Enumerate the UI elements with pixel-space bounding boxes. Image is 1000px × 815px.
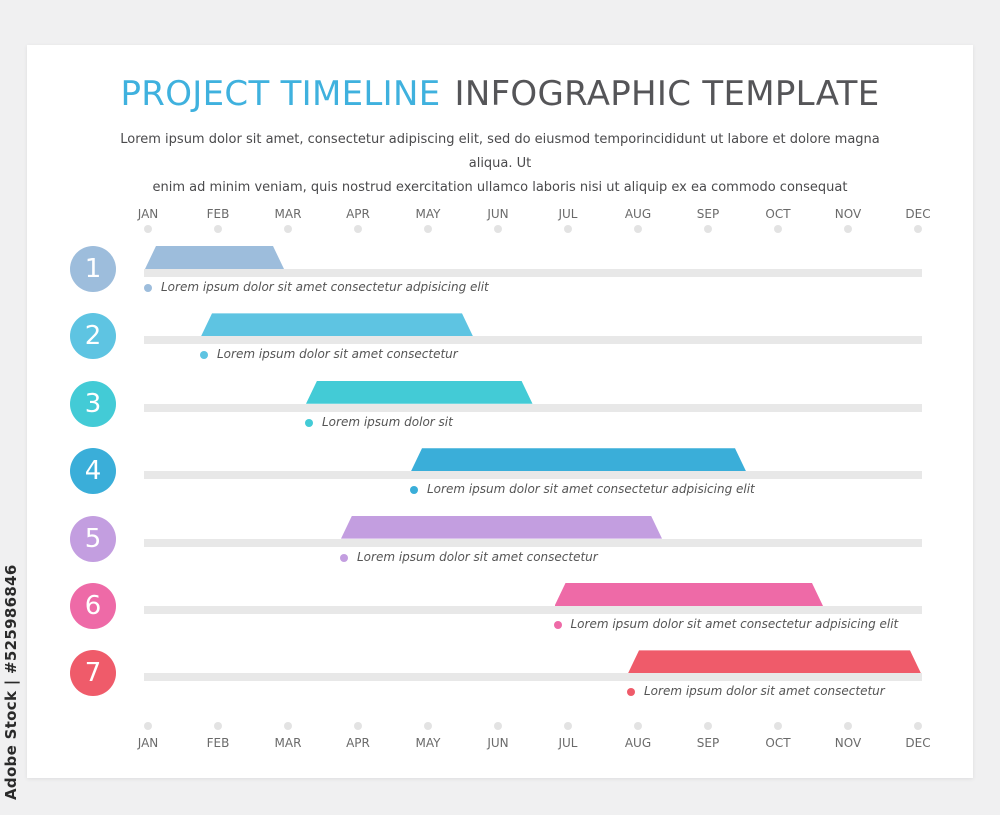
- task-bar-6: [555, 583, 824, 606]
- month-tick-bottom-jan: [144, 722, 152, 730]
- month-label-top-nov: NOV: [834, 207, 862, 221]
- month-tick-top-jan: [144, 225, 152, 233]
- task-caption-2: Lorem ipsum dolor sit amet consectetur: [217, 347, 458, 362]
- task-caption-dot-3: [305, 418, 313, 427]
- page-title: PROJECT TIMELINE INFOGRAPHIC TEMPLATE: [0, 74, 1000, 114]
- task-track-3: [144, 403, 922, 412]
- month-tick-bottom-dec: [914, 722, 922, 730]
- month-tick-bottom-apr: [354, 722, 362, 730]
- month-tick-top-mar: [284, 225, 292, 233]
- month-label-top-may: MAY: [415, 207, 441, 221]
- task-track-1: [144, 269, 922, 277]
- month-tick-top-apr: [354, 225, 362, 233]
- task-track-2: [144, 336, 922, 345]
- task-bar-1: [145, 246, 284, 269]
- subtitle-line-2: enim ad minim veniam, quis nostrud exerc…: [152, 180, 848, 195]
- month-tick-bottom-aug: [634, 722, 642, 730]
- task-caption-7: Lorem ipsum dolor sit amet consectetur: [644, 684, 885, 699]
- task-bar-5: [341, 516, 662, 539]
- month-label-top-sep: SEP: [696, 207, 720, 221]
- month-label-bottom-oct: OCT: [765, 736, 791, 750]
- month-label-top-oct: OCT: [765, 207, 791, 221]
- month-label-bottom-nov: NOV: [834, 736, 862, 750]
- month-label-bottom-dec: DEC: [905, 736, 931, 750]
- task-number-5: 5: [70, 515, 116, 562]
- task-number-7: 7: [70, 650, 116, 697]
- month-tick-bottom-feb: [214, 722, 222, 730]
- month-tick-top-jul: [564, 225, 572, 233]
- task-caption-1: Lorem ipsum dolor sit amet consectetur a…: [161, 280, 489, 294]
- month-label-bottom-may: MAY: [415, 736, 441, 750]
- month-tick-bottom-jun: [494, 722, 502, 730]
- task-caption-dot-5: [340, 553, 348, 562]
- month-tick-top-oct: [774, 225, 782, 233]
- month-label-top-feb: FEB: [206, 207, 230, 221]
- title-rest: INFOGRAPHIC TEMPLATE: [454, 74, 880, 114]
- month-label-top-aug: AUG: [624, 207, 652, 221]
- task-bar-2: [201, 313, 473, 336]
- month-label-bottom-feb: FEB: [206, 736, 230, 750]
- month-label-bottom-apr: APR: [346, 736, 370, 750]
- task-track-4: [144, 471, 922, 480]
- month-tick-bottom-jul: [564, 722, 572, 730]
- month-label-bottom-jan: JAN: [137, 736, 159, 750]
- stock-watermark: Adobe Stock | #525986846: [2, 564, 20, 800]
- month-tick-top-may: [424, 225, 432, 233]
- month-tick-bottom-nov: [844, 722, 852, 730]
- task-caption-6: Lorem ipsum dolor sit amet consectetur a…: [570, 617, 899, 631]
- task-number-3: 3: [70, 380, 116, 427]
- task-caption-dot-1: [144, 284, 152, 292]
- month-label-bottom-jun: JUN: [487, 736, 509, 750]
- month-tick-top-nov: [844, 225, 852, 233]
- month-label-top-dec: DEC: [905, 207, 931, 221]
- month-label-top-jun: JUN: [487, 207, 509, 221]
- task-caption-4: Lorem ipsum dolor sit amet consectetur a…: [427, 482, 755, 497]
- title-highlight: PROJECT TIMELINE: [120, 74, 441, 114]
- task-caption-dot-6: [553, 621, 562, 629]
- month-tick-top-aug: [634, 225, 642, 233]
- task-bar-4: [411, 448, 746, 471]
- task-track-7: [144, 673, 922, 682]
- month-label-top-mar: MAR: [274, 207, 302, 221]
- task-bar-3: [306, 381, 533, 404]
- task-caption-dot-2: [200, 351, 208, 360]
- task-number-2: 2: [70, 313, 116, 360]
- month-label-bottom-jul: JUL: [558, 736, 578, 750]
- task-caption-3: Lorem ipsum dolor sit: [322, 414, 453, 429]
- task-caption-dot-4: [410, 486, 418, 495]
- month-label-top-jul: JUL: [558, 207, 578, 221]
- month-label-bottom-aug: AUG: [624, 736, 652, 750]
- month-tick-top-feb: [214, 225, 222, 233]
- subtitle-line-1: Lorem ipsum dolor sit amet, consectetur …: [120, 132, 880, 171]
- task-number-6: 6: [70, 583, 116, 629]
- month-tick-bottom-mar: [284, 722, 292, 730]
- task-track-5: [144, 538, 922, 547]
- month-tick-bottom-oct: [774, 722, 782, 730]
- month-label-top-apr: APR: [346, 207, 370, 221]
- task-number-4: 4: [70, 448, 116, 495]
- task-track-6: [144, 606, 922, 614]
- month-tick-top-sep: [704, 225, 712, 233]
- task-caption-5: Lorem ipsum dolor sit amet consectetur: [357, 549, 598, 564]
- month-tick-top-dec: [914, 225, 922, 233]
- month-label-top-jan: JAN: [137, 207, 159, 221]
- month-label-bottom-sep: SEP: [696, 736, 720, 750]
- task-caption-dot-7: [627, 688, 635, 697]
- subtitle: Lorem ipsum dolor sit amet, consectetur …: [100, 128, 900, 200]
- month-tick-bottom-sep: [704, 722, 712, 730]
- month-tick-bottom-may: [424, 722, 432, 730]
- month-tick-top-jun: [494, 225, 502, 233]
- task-number-1: 1: [70, 246, 116, 292]
- month-label-bottom-mar: MAR: [274, 736, 302, 750]
- task-bar-7: [628, 650, 921, 673]
